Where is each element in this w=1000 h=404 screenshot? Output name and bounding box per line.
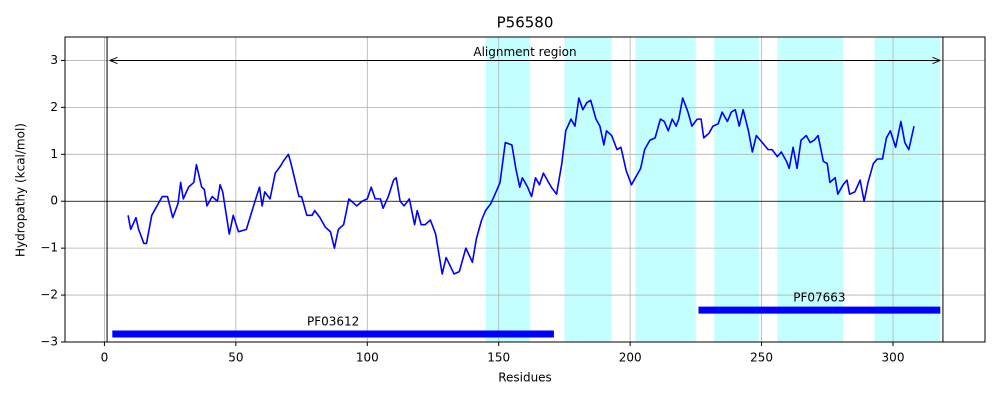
shaded-region bbox=[564, 37, 612, 342]
y-tick-label: −1 bbox=[40, 241, 58, 255]
y-tick-label: 1 bbox=[50, 147, 58, 161]
plot-frame bbox=[64, 36, 986, 343]
x-tick-label: 100 bbox=[356, 351, 379, 365]
x-tick-label: 250 bbox=[750, 351, 773, 365]
x-tick-label: 150 bbox=[487, 351, 510, 365]
domain-label: PF07663 bbox=[793, 291, 845, 305]
shaded-region bbox=[635, 37, 696, 342]
y-tick-label: −2 bbox=[40, 288, 58, 302]
domain-label: PF03612 bbox=[307, 315, 359, 329]
y-tick-label: −3 bbox=[40, 335, 58, 349]
shaded-region bbox=[485, 37, 531, 342]
y-axis-label: Hydropathy (kcal/mol) bbox=[14, 123, 28, 257]
x-tick-label: 200 bbox=[619, 351, 642, 365]
shaded-region bbox=[777, 37, 844, 342]
alignment-label: Alignment region bbox=[473, 45, 576, 59]
shaded-region bbox=[714, 37, 759, 342]
chart-title: P56580 bbox=[497, 14, 554, 32]
x-tick-label: 0 bbox=[101, 351, 109, 365]
shaded-region bbox=[874, 37, 941, 342]
y-tick-label: 0 bbox=[50, 194, 58, 208]
x-tick-label: 300 bbox=[882, 351, 905, 365]
y-tick-label: 3 bbox=[50, 53, 58, 67]
x-tick-label: 50 bbox=[228, 351, 243, 365]
hydropathy-line bbox=[127, 97, 915, 275]
x-axis-label: Residues bbox=[498, 371, 552, 385]
y-tick-label: 2 bbox=[50, 100, 58, 114]
